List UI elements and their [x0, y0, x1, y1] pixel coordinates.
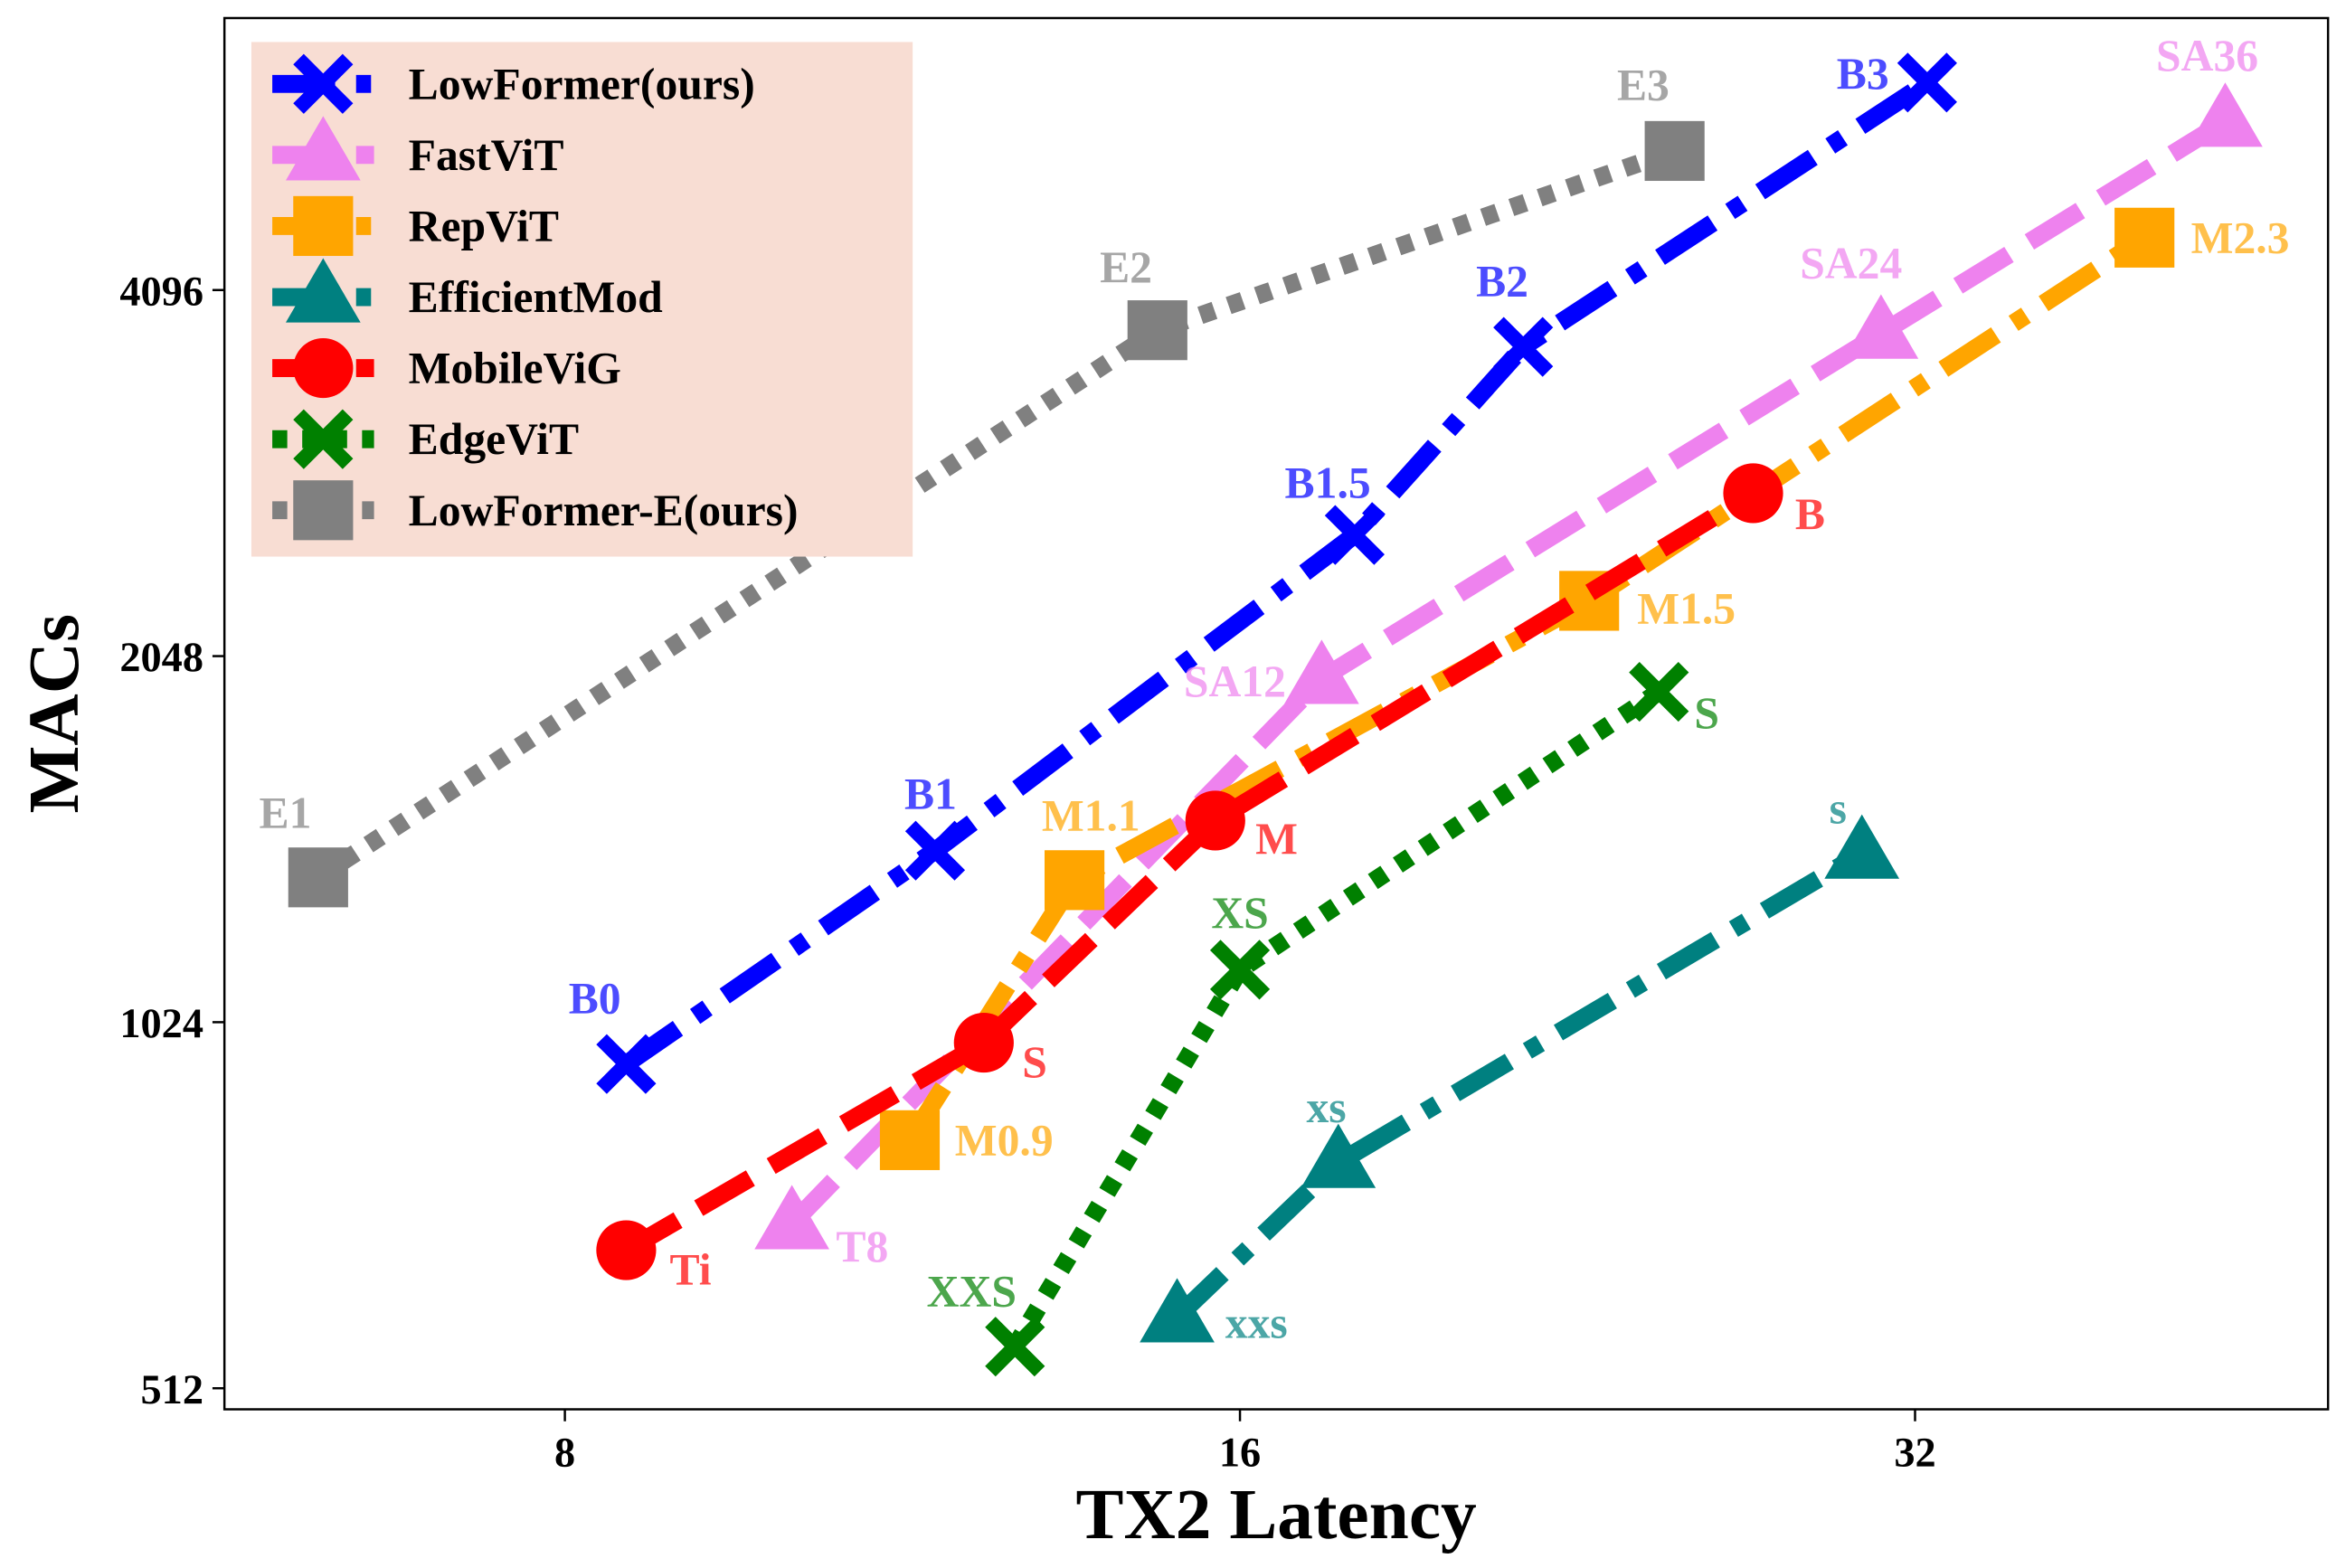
- series: xxs xs s: [1140, 784, 1900, 1348]
- marker: [1284, 639, 1359, 704]
- point-label: E3: [1617, 61, 1670, 110]
- point-label: B1: [904, 769, 957, 818]
- point-label: B: [1795, 489, 1825, 539]
- series: XXS XS S: [927, 662, 1719, 1377]
- point-label: B0: [569, 973, 621, 1023]
- series: T8 SA12 SA24 SA36: [754, 31, 2263, 1271]
- marker: [293, 409, 354, 469]
- point-label: xxs: [1225, 1299, 1288, 1348]
- marker: [1493, 316, 1554, 377]
- legend-label: EfficientMod: [409, 272, 664, 322]
- marker: [285, 116, 361, 181]
- marker: [1127, 300, 1187, 361]
- marker: [2188, 82, 2263, 147]
- marker: [293, 338, 354, 399]
- point-label: SA24: [1800, 238, 1902, 288]
- y-tick-label: 4096: [119, 269, 203, 315]
- series-line: [785, 113, 2230, 1231]
- point-label: S: [1022, 1037, 1047, 1087]
- x-axis-label: TX2 Latency: [1076, 1475, 1477, 1554]
- y-tick-label: 512: [141, 1367, 203, 1413]
- point-label: M2.3: [2191, 213, 2290, 262]
- x-tick-label: 8: [554, 1430, 575, 1476]
- marker: [1140, 1278, 1215, 1343]
- marker: [285, 258, 361, 323]
- marker: [1843, 294, 1919, 359]
- marker: [1044, 850, 1105, 911]
- point-label: XXS: [927, 1267, 1017, 1317]
- marker: [1209, 940, 1271, 1000]
- point-label: S: [1694, 688, 1719, 738]
- point-label: E2: [1100, 242, 1152, 292]
- y-tick-label: 1024: [119, 1001, 203, 1047]
- legend: LowFormer(ours) FastViT RepViT EfficientMod…: [251, 42, 913, 557]
- point-label: Ti: [670, 1245, 712, 1295]
- point-label: xs: [1306, 1082, 1346, 1132]
- x-tick-label: 16: [1219, 1430, 1261, 1476]
- marker: [293, 480, 354, 541]
- marker: [1897, 52, 1957, 113]
- x-tick-label: 32: [1894, 1430, 1935, 1476]
- marker: [985, 1317, 1045, 1377]
- marker: [288, 847, 348, 908]
- marker: [1324, 505, 1385, 565]
- point-label: XS: [1211, 888, 1268, 938]
- point-label: M1.1: [1042, 791, 1140, 841]
- point-label: B1.5: [1285, 458, 1371, 507]
- marker: [596, 1220, 657, 1280]
- series: E1 E2 E3: [259, 61, 1705, 908]
- point-label: SA12: [1184, 656, 1286, 706]
- point-label: s: [1830, 784, 1847, 834]
- point-label: E1: [259, 789, 311, 838]
- point-label: M0.9: [955, 1115, 1054, 1165]
- point-label: M1.5: [1637, 583, 1736, 633]
- marker: [1185, 790, 1245, 851]
- marker: [754, 1185, 829, 1250]
- point-label: SA36: [2156, 31, 2258, 80]
- series: Ti S M B: [596, 463, 1825, 1295]
- series: B0 B1 B1.5 B2 B3: [569, 49, 1957, 1094]
- marker: [293, 195, 354, 257]
- y-tick-label: 2048: [119, 635, 203, 681]
- legend-label: EdgeViT: [409, 414, 579, 464]
- plot-frame: [222, 16, 2330, 1411]
- point-label: B3: [1837, 49, 1889, 99]
- legend-label: FastViT: [409, 130, 564, 180]
- marker: [904, 820, 966, 881]
- legend-label: LowFormer(ours): [409, 59, 755, 109]
- marker: [1301, 1123, 1376, 1188]
- point-label: M: [1255, 814, 1298, 864]
- series-line: [1170, 845, 1867, 1324]
- legend-label: MobileViG: [409, 344, 621, 393]
- marker: [293, 53, 354, 114]
- marker: [2114, 207, 2175, 268]
- marker: [1824, 814, 1900, 879]
- marker: [879, 1110, 941, 1170]
- series-line: [621, 485, 1758, 1259]
- marker: [1723, 463, 1783, 524]
- point-label: B2: [1476, 256, 1528, 306]
- legend-label: RepViT: [409, 201, 559, 250]
- legend-label: LowFormer-E(ours): [409, 486, 799, 535]
- marker: [1629, 662, 1689, 723]
- marker: [1644, 120, 1705, 182]
- marker: [596, 1034, 657, 1094]
- y-axis-label: MACs: [14, 614, 94, 813]
- point-label: T8: [836, 1222, 888, 1271]
- marker: [953, 1013, 1014, 1073]
